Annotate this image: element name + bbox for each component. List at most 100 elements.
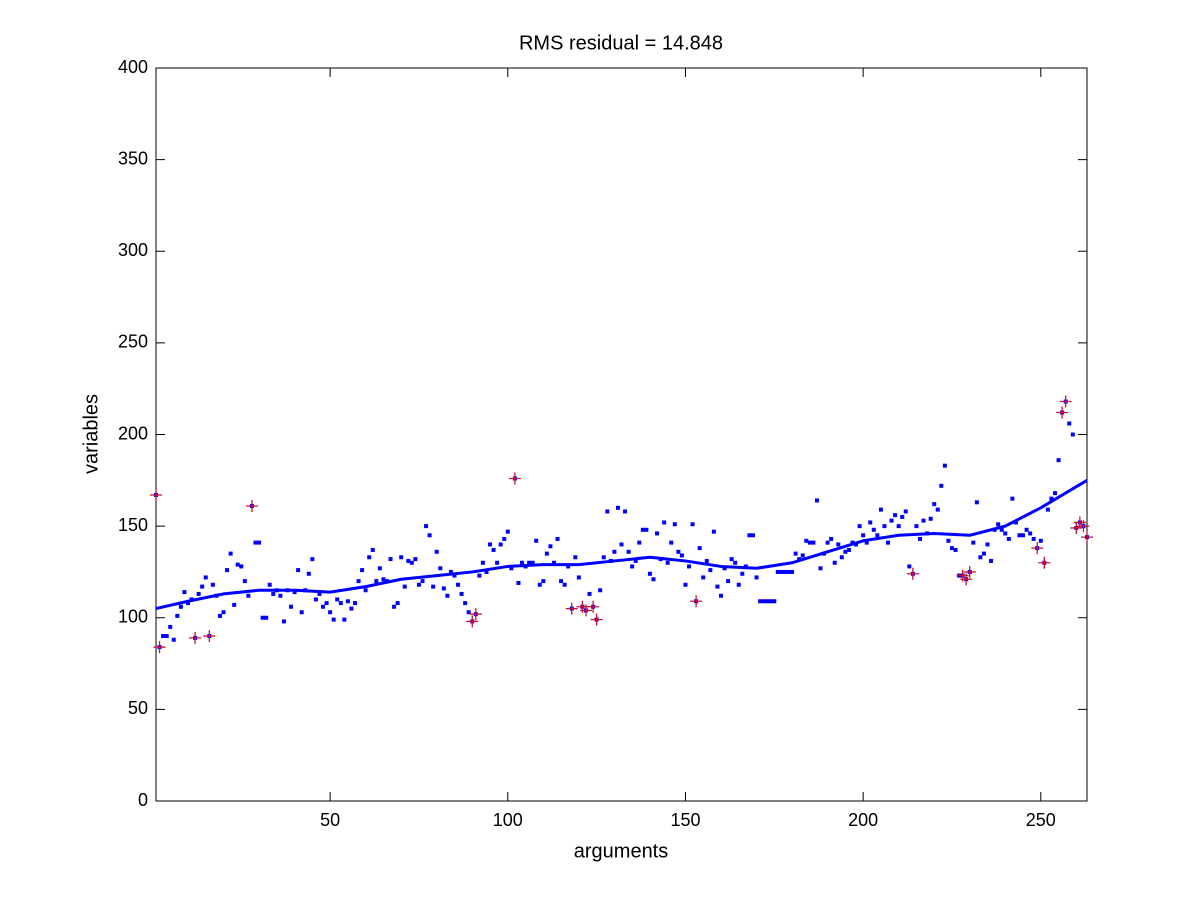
data-point xyxy=(953,547,958,552)
y-tick-label: 150 xyxy=(118,515,148,535)
data-point xyxy=(687,564,692,569)
outlier-marker xyxy=(565,602,578,615)
data-point xyxy=(317,591,322,596)
data-point xyxy=(200,584,205,589)
data-point xyxy=(1021,533,1026,538)
data-point xyxy=(516,580,521,585)
data-point xyxy=(623,509,628,514)
data-point xyxy=(225,568,230,573)
data-point xyxy=(434,549,439,554)
data-point xyxy=(747,533,752,538)
data-point xyxy=(253,540,258,545)
data-point xyxy=(185,601,190,606)
outlier-marker xyxy=(960,573,973,586)
y-tick-label: 100 xyxy=(118,607,148,627)
data-point xyxy=(825,540,830,545)
data-point xyxy=(161,634,166,639)
data-point xyxy=(331,617,336,622)
data-point xyxy=(832,560,837,565)
data-point xyxy=(431,584,436,589)
data-point xyxy=(495,560,500,565)
data-point xyxy=(996,522,1001,527)
data-point xyxy=(861,533,866,538)
data-point xyxy=(534,538,539,543)
data-point xyxy=(264,615,269,620)
data-point xyxy=(917,536,922,541)
data-point xyxy=(598,588,603,593)
data-point xyxy=(900,514,905,519)
data-point xyxy=(587,591,592,596)
data-point xyxy=(807,540,812,545)
data-point xyxy=(1017,533,1022,538)
data-point xyxy=(271,591,276,596)
outlier-marker xyxy=(690,595,703,608)
data-point xyxy=(576,575,581,580)
data-point xyxy=(786,569,791,574)
x-tick-label: 200 xyxy=(848,810,878,830)
data-point xyxy=(765,599,770,604)
data-point xyxy=(573,555,578,560)
data-point xyxy=(463,601,468,606)
data-point xyxy=(651,577,656,582)
data-point xyxy=(619,542,624,547)
data-point xyxy=(306,571,311,576)
x-tick-label: 100 xyxy=(493,810,523,830)
y-tick-label: 400 xyxy=(118,57,148,77)
data-point xyxy=(210,582,215,587)
outlier-marker xyxy=(1081,531,1093,544)
data-point xyxy=(456,582,461,587)
data-point xyxy=(424,524,429,529)
data-point xyxy=(683,582,688,587)
data-point xyxy=(758,599,763,604)
data-point xyxy=(246,593,251,598)
data-point xyxy=(790,569,795,574)
y-tick-label: 250 xyxy=(118,332,148,352)
data-point xyxy=(672,522,677,527)
data-point xyxy=(477,573,482,578)
data-point xyxy=(537,582,542,587)
data-point xyxy=(427,533,432,538)
data-point xyxy=(466,610,471,615)
data-point xyxy=(704,558,709,563)
data-point xyxy=(505,529,510,534)
y-axis-label: variables xyxy=(80,394,102,474)
data-point xyxy=(370,547,375,552)
data-point xyxy=(736,582,741,587)
data-point xyxy=(974,500,979,505)
data-point xyxy=(1006,536,1011,541)
data-point xyxy=(679,553,684,558)
data-point xyxy=(971,540,976,545)
x-tick-label: 50 xyxy=(320,810,340,830)
data-point xyxy=(733,560,738,565)
data-point xyxy=(313,597,318,602)
data-point xyxy=(406,558,411,563)
data-point xyxy=(626,549,631,554)
data-point xyxy=(1067,421,1072,426)
data-point xyxy=(662,520,667,525)
data-point xyxy=(718,593,723,598)
data-point xyxy=(811,540,816,545)
data-point xyxy=(1024,527,1029,532)
outlier-marker xyxy=(469,608,482,621)
fit-line xyxy=(155,479,1088,611)
data-point xyxy=(829,536,834,541)
y-tick-label: 300 xyxy=(118,240,148,260)
data-point xyxy=(367,555,372,560)
data-point xyxy=(800,553,805,558)
data-point xyxy=(814,498,819,503)
data-point xyxy=(676,549,681,554)
data-point xyxy=(544,551,549,556)
data-point xyxy=(520,560,525,565)
data-point xyxy=(939,483,944,488)
data-point xyxy=(530,560,535,565)
data-point xyxy=(527,560,532,565)
data-point xyxy=(914,524,919,529)
data-point xyxy=(1049,496,1054,501)
outlier-marker xyxy=(245,499,258,512)
data-point xyxy=(392,604,397,609)
data-point xyxy=(989,558,994,563)
data-point xyxy=(235,562,240,567)
data-point xyxy=(413,557,418,562)
data-point xyxy=(363,588,368,593)
